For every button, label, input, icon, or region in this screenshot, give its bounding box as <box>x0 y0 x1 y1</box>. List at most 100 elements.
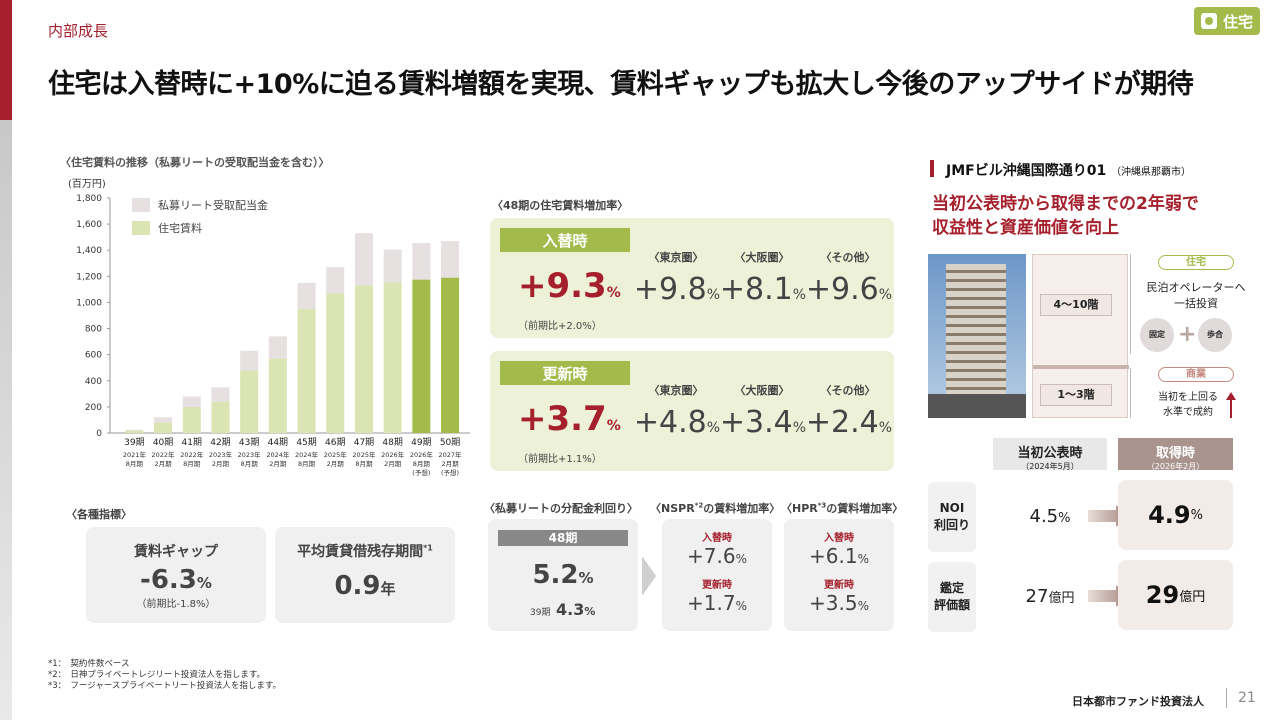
indicators-title: 〈各種指標〉 <box>66 508 132 521</box>
renew-rate-unit: % <box>606 418 621 434</box>
replace-area-value: +9.6% <box>805 272 893 307</box>
x-date-label: 8月期 <box>183 460 201 468</box>
y-tick-label: 600 <box>85 351 102 361</box>
legend-rent: 住宅賃料 <box>132 220 202 236</box>
x-date-label: 2024年 <box>295 450 319 459</box>
replace-area-label: 〈大阪圏〉 <box>734 251 790 264</box>
x-tick-label: 41期 <box>182 437 202 448</box>
section-label: 内部成長 <box>48 22 109 40</box>
arrow-right-icon <box>1088 510 1118 522</box>
rent-chart: 1,800 1,600 1,400 1,200 1,000 800 600 400 200 0 39… <box>76 194 470 477</box>
x-tick-label: 46期 <box>325 437 345 448</box>
x-date-label: 2027年 <box>439 450 463 459</box>
x-date-label: 2月期 <box>327 460 345 468</box>
bar-residential-rent <box>268 358 287 433</box>
x-date-label: 2月期 <box>384 460 402 468</box>
hpr-title: 〈HPR*3の賃料増加率〉 <box>781 501 904 515</box>
bar-reit-dividend <box>240 350 259 371</box>
page-number: 21 <box>1238 690 1256 706</box>
sidebar-accent-red <box>0 0 12 120</box>
bar-reit-dividend <box>412 243 431 280</box>
replace-badge: 入替時 <box>500 228 630 252</box>
x-tick-label: 49期 <box>411 437 431 448</box>
appraisal-label: 鑑定 評価額 <box>928 562 976 632</box>
bar-residential-rent <box>383 282 402 433</box>
nspr-card: 入替時 +7.6% 更新時 +1.7% <box>662 519 772 631</box>
bar-reit-dividend <box>268 336 287 359</box>
replace-rate-unit: % <box>606 285 621 301</box>
x-date-label: 2025年 <box>352 450 376 459</box>
arrow-right-icon <box>1088 590 1118 602</box>
building-photo <box>928 254 1026 418</box>
rent-gap-value: -6.3% <box>140 565 212 595</box>
bar-reit-dividend <box>326 267 345 294</box>
footer-divider <box>1226 688 1227 708</box>
x-date-label: 2022年 <box>152 450 176 459</box>
replace-area-value: +8.1% <box>719 272 807 307</box>
x-date-label: 8月期 <box>126 460 144 468</box>
replace-area-label: 〈その他〉 <box>820 251 876 264</box>
legend-label-rent: 住宅賃料 <box>158 222 202 235</box>
renew-area-label: 〈東京圏〉 <box>648 384 704 397</box>
renew-area-value: +2.4% <box>805 405 893 440</box>
bar-residential-rent <box>441 277 460 433</box>
legend-label-dividend: 私募リート受取配当金 <box>158 199 268 212</box>
bar-reit-dividend <box>297 282 316 309</box>
page-title: 住宅は入替時に+10%に迫る賃料増額を実現、賃料ギャップも拡大し今後のアップサイ… <box>48 69 1194 100</box>
chevron-right-icon <box>642 556 656 596</box>
legend-swatch-dividend <box>132 198 150 212</box>
hpr-in-label: 入替時 <box>824 533 854 544</box>
commercial-text: 当初を上回る 水準で成約 <box>1158 392 1218 418</box>
remaining-period-value: 0.9年 <box>334 571 396 601</box>
legend-dividend: 私募リート受取配当金 <box>132 197 268 213</box>
x-date-label: 2023年 <box>209 450 233 459</box>
x-date-label: 2月期 <box>154 460 172 468</box>
replace-prev: （前期比+2.0%） <box>518 321 602 332</box>
property-title: JMFビル沖縄国際通り01 （沖縄県那覇市） <box>946 163 1192 179</box>
replace-rate-value: +9.3 <box>518 266 607 306</box>
bar-reit-dividend <box>182 396 201 407</box>
chart-title: 〈住宅賃料の推移（私募リートの受取配当金を含む）〉 <box>60 156 330 169</box>
replace-rate: +9.3% <box>518 266 621 306</box>
residential-tag: 住宅 <box>1158 255 1234 270</box>
bracket-line <box>1130 368 1131 418</box>
bar-residential-rent <box>182 406 201 433</box>
x-date-label: 2023年 <box>238 450 262 459</box>
commercial-tag: 商業 <box>1158 367 1234 382</box>
nspr-title: 〈NSPR*2の賃料増加率〉 <box>650 501 781 515</box>
renew-area-label: 〈その他〉 <box>820 384 876 397</box>
y-tick-label: 0 <box>96 429 102 439</box>
bar-residential-rent <box>354 285 373 433</box>
nspr-re-label: 更新時 <box>702 580 732 591</box>
company-name: 日本都市ファンド投資法人 <box>1072 695 1204 708</box>
property-subtitle: 当初公表時から取得までの2年弱で 収益性と資産価値を向上 <box>932 194 1199 238</box>
increase-title: 〈48期の住宅賃料増加率〉 <box>492 199 629 212</box>
footnote: *1： 契約件数ベース <box>48 659 130 669</box>
x-tick-label: 44期 <box>268 437 288 448</box>
plus-icon: + <box>1178 322 1197 347</box>
bar-residential-rent <box>211 401 230 433</box>
x-tick-label: 45期 <box>296 437 316 448</box>
y-tick-label: 1,600 <box>76 220 102 230</box>
col-acquisition: 取得時 （2026年2月） <box>1118 438 1233 471</box>
y-tick-label: 400 <box>85 377 102 387</box>
legend-swatch-rent <box>132 221 150 235</box>
x-tick-label: 48期 <box>382 437 402 448</box>
x-date-label: 2月期 <box>441 460 459 468</box>
bar-reit-dividend <box>354 233 373 286</box>
nspr-re-value: +1.7% <box>687 591 747 615</box>
bar-residential-rent <box>154 422 173 433</box>
x-date-label: 8月期 <box>298 460 316 468</box>
renew-rate-value: +3.7 <box>518 399 607 439</box>
bar-residential-rent <box>125 430 144 433</box>
remaining-period-title: 平均賃貸借残存期間*1 <box>297 543 433 560</box>
bar-residential-rent <box>297 308 316 433</box>
y-tick-label: 1,800 <box>76 194 102 204</box>
property-title-bar <box>930 160 934 177</box>
category-tag: 住宅 <box>1194 7 1260 35</box>
private-reit-title: 〈私募リートの分配金利回り〉 <box>484 502 638 515</box>
renew-area-label: 〈大阪圏〉 <box>734 384 790 397</box>
bar-residential-rent <box>326 293 345 433</box>
y-tick-label: 1,200 <box>76 272 102 282</box>
x-date-label: 2026年 <box>381 450 405 459</box>
